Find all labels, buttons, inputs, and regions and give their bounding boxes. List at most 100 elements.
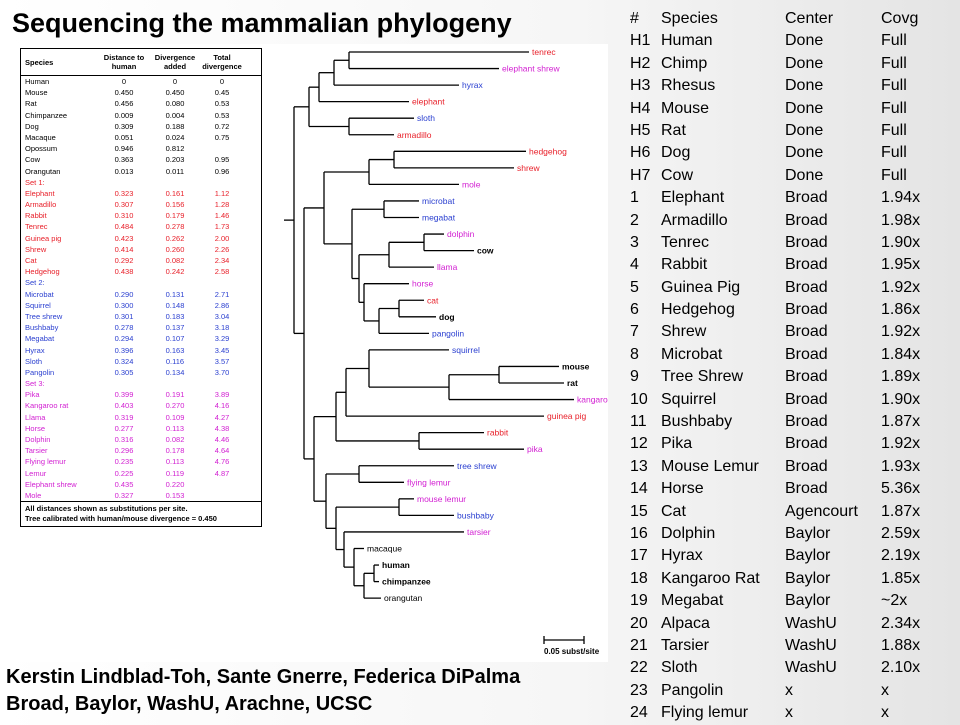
cell-divergence-added: 0.183 bbox=[165, 311, 185, 321]
cell-distance: 0.423 bbox=[114, 233, 134, 243]
cell-divergence-added: 0.082 bbox=[165, 435, 185, 444]
header-total-divergence: Total divergence bbox=[202, 53, 242, 71]
tree-leaf-label: elephant bbox=[412, 97, 445, 107]
table-row: 16 Dolphin Baylor 2.59x bbox=[630, 523, 941, 545]
cell-number: 8 bbox=[630, 345, 639, 363]
cell-center: Broad bbox=[785, 390, 828, 408]
cell-distance: 0.414 bbox=[114, 244, 134, 254]
cell-coverage: 2.10x bbox=[881, 659, 921, 677]
cell-total-divergence: 0.96 bbox=[214, 166, 230, 176]
cell-species: Cat bbox=[661, 502, 686, 520]
cell-species: Tenrec bbox=[25, 222, 48, 232]
cell-divergence-added: 0.082 bbox=[165, 256, 185, 265]
cell-number: H3 bbox=[630, 77, 651, 95]
tree-leaf-label: guinea pig bbox=[547, 411, 587, 421]
cell-divergence-added: 0.178 bbox=[165, 446, 185, 456]
cell-coverage: 1.89x bbox=[881, 368, 921, 386]
cell-total-divergence: 2.86 bbox=[214, 300, 230, 310]
cell-distance: 0.327 bbox=[114, 490, 134, 500]
tree-leaf-label: flying lemur bbox=[407, 477, 451, 487]
cell-coverage: Full bbox=[881, 121, 907, 139]
table-row: Cow 0.363 0.203 0.95 bbox=[21, 154, 261, 165]
cell-center: Broad bbox=[785, 435, 828, 453]
cell-total-divergence: 1.28 bbox=[214, 200, 230, 210]
cell-species: Elephant bbox=[25, 188, 55, 198]
cell-species: Rat bbox=[661, 121, 686, 139]
cell-species: Kangaroo Rat bbox=[661, 569, 760, 587]
cell-divergence-added: 0.024 bbox=[165, 132, 185, 142]
cell-species: Opossum bbox=[25, 144, 58, 154]
cell-divergence-added: 0.278 bbox=[165, 222, 185, 232]
tree-leaf-label: microbat bbox=[422, 196, 455, 206]
cell-center: WashU bbox=[785, 614, 837, 632]
table-row: H6 Dog Done Full bbox=[630, 142, 941, 164]
table-row: Opossum 0.946 0.812 bbox=[21, 143, 261, 154]
table-row: 15 Cat Agencourt 1.87x bbox=[630, 501, 941, 523]
cell-coverage: 1.84x bbox=[881, 345, 921, 363]
table-row: Hyrax 0.396 0.163 3.45 bbox=[21, 345, 261, 356]
cell-center: Broad bbox=[785, 457, 828, 475]
cell-center: Broad bbox=[785, 413, 828, 431]
cell-distance bbox=[99, 177, 149, 188]
table-row: Lemur 0.225 0.119 4.87 bbox=[21, 468, 261, 479]
cell-total-divergence bbox=[201, 479, 243, 490]
cell-number: H6 bbox=[630, 144, 651, 162]
cell-center: Broad bbox=[785, 323, 828, 341]
table-row: 20 Alpaca WashU 2.34x bbox=[630, 613, 941, 635]
cell-species: Mouse Lemur bbox=[661, 457, 759, 475]
cell-species: Set 1: bbox=[25, 177, 45, 187]
cell-coverage: 2.19x bbox=[881, 547, 921, 565]
cell-distance: 0.438 bbox=[114, 267, 134, 277]
cell-distance: 0.235 bbox=[114, 457, 134, 467]
cell-divergence-added: 0.080 bbox=[165, 99, 185, 109]
table-row: Pika 0.399 0.191 3.89 bbox=[21, 389, 261, 400]
species-table-header: # Species Center Covg bbox=[630, 8, 941, 30]
table-row: 19 Megabat Baylor ~2x bbox=[630, 590, 941, 612]
cell-species: Llama bbox=[25, 412, 46, 422]
table-row: 13 Mouse Lemur Broad 1.93x bbox=[630, 456, 941, 478]
cell-distance: 0.292 bbox=[114, 256, 134, 265]
cell-total-divergence: 3.45 bbox=[214, 345, 230, 355]
cell-divergence-added: 0.203 bbox=[165, 155, 185, 165]
cell-distance: 0.277 bbox=[114, 423, 134, 433]
cell-divergence-added: 0.270 bbox=[165, 401, 185, 411]
cell-divergence-added: 0.148 bbox=[165, 300, 185, 310]
cell-divergence-added: 0.011 bbox=[165, 166, 185, 176]
cell-number: 17 bbox=[630, 547, 648, 565]
cell-total-divergence: 2.26 bbox=[214, 244, 230, 254]
cell-distance: 0.484 bbox=[114, 222, 134, 232]
cell-divergence-added: 0.109 bbox=[165, 412, 185, 422]
cell-coverage: Full bbox=[881, 144, 907, 162]
cell-distance: 0.013 bbox=[114, 166, 134, 176]
cell-center: Broad bbox=[785, 233, 828, 251]
cell-number: H2 bbox=[630, 54, 651, 72]
cell-distance: 0.278 bbox=[114, 323, 134, 333]
cell-number: H4 bbox=[630, 99, 651, 117]
cell-coverage: 1.92x bbox=[881, 323, 921, 341]
cell-total-divergence: 4.64 bbox=[214, 446, 230, 456]
cell-number: 21 bbox=[630, 636, 648, 654]
cell-species: Guinea pig bbox=[25, 233, 62, 243]
tree-leaf-label: chimpanzee bbox=[382, 577, 431, 587]
cell-distance: 0.323 bbox=[114, 188, 134, 198]
cell-distance: 0.450 bbox=[114, 88, 134, 98]
cell-center: Baylor bbox=[785, 547, 831, 565]
cell-coverage: 1.90x bbox=[881, 390, 921, 408]
cell-center: WashU bbox=[785, 659, 837, 677]
tree-leaf-label: orangutan bbox=[384, 593, 423, 603]
tree-leaf-label: tarsier bbox=[467, 527, 491, 537]
cell-distance: 0.319 bbox=[114, 412, 134, 422]
tree-leaf-label: tenrec bbox=[532, 47, 556, 57]
cell-species: Mole bbox=[25, 490, 42, 500]
cell-center: Agencourt bbox=[785, 502, 858, 520]
cell-species: Human bbox=[661, 32, 713, 50]
cell-distance: 0.403 bbox=[114, 401, 134, 411]
cell-coverage: Full bbox=[881, 99, 907, 117]
tree-leaf-label: hyrax bbox=[462, 80, 484, 90]
cell-coverage: 1.94x bbox=[881, 189, 921, 207]
table-row: Rabbit 0.310 0.179 1.46 bbox=[21, 210, 261, 221]
cell-divergence-added: 0.131 bbox=[165, 289, 185, 299]
cell-divergence-added: 0.242 bbox=[165, 267, 185, 277]
tree-leaf-label: tree shrew bbox=[457, 461, 498, 471]
cell-total-divergence: 4.87 bbox=[214, 468, 230, 478]
